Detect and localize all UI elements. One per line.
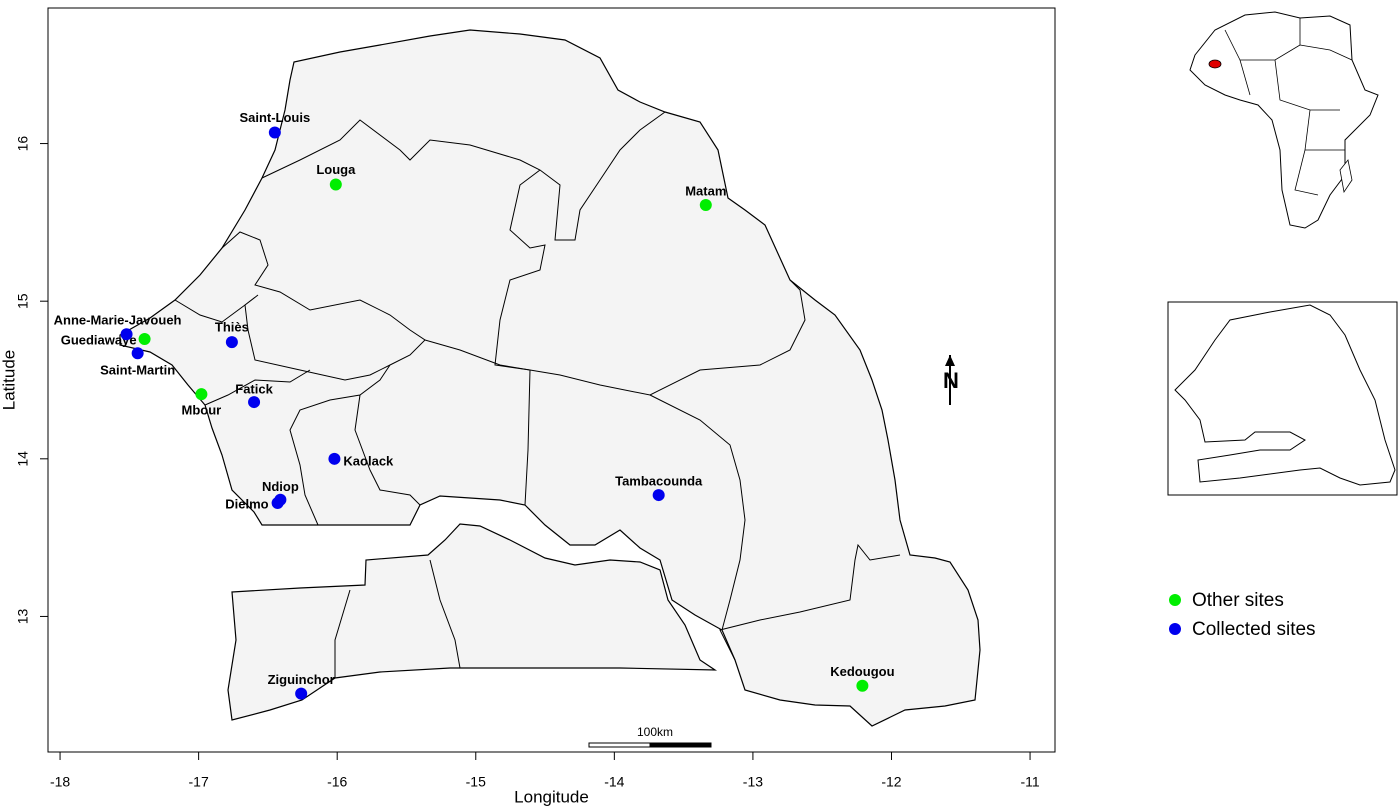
region-border [334, 559, 461, 678]
senegal-inset [1167, 301, 1398, 496]
madagascar [1339, 159, 1353, 194]
northern-senegal [119, 29, 981, 727]
site-label: Matam [685, 183, 726, 198]
north-arrow-head [945, 355, 955, 366]
north-arrow: N [943, 355, 959, 405]
x-tick-label: -17 [189, 774, 209, 790]
africa-borders [1224, 18, 1353, 196]
site-point [225, 336, 238, 349]
site-label: Saint-Louis [239, 110, 310, 125]
x-tick-label: -16 [327, 774, 347, 790]
site-label: Ndiop [262, 479, 299, 494]
site-point [268, 126, 281, 139]
y-tick-label: 16 [15, 136, 31, 152]
x-tick-label: -18 [50, 774, 70, 790]
y-axis-title: Latitude [0, 350, 18, 411]
africa-inset [1189, 11, 1379, 229]
scale-bar-black [649, 742, 712, 748]
region-border [221, 231, 426, 381]
x-tick-label: -15 [466, 774, 486, 790]
site-point [248, 396, 261, 409]
x-tick-label: -11 [1020, 774, 1039, 790]
site-label: Saint-Martin [100, 363, 175, 378]
region-border [261, 111, 666, 241]
y-tick-label: 15 [15, 293, 31, 309]
region-border [289, 339, 531, 526]
legend-marker [1169, 623, 1181, 635]
site-label: Kedougou [830, 664, 894, 679]
y-tick-label: 14 [15, 451, 31, 467]
site-label: Kaolack [343, 453, 394, 468]
site-label: Ziguinchor [268, 672, 335, 687]
site-label: Anne-Marie-Javoueh [54, 313, 182, 328]
africa-outline [1189, 11, 1379, 229]
scale-bar-white [588, 742, 651, 748]
site-point [271, 496, 284, 509]
x-tick-label: -13 [743, 774, 763, 790]
site-label: Dielmo [225, 496, 268, 511]
site-point [652, 489, 665, 502]
site-label: Thiès [215, 320, 249, 335]
legend-label: Collected sites [1192, 619, 1316, 640]
legend-label: Other sites [1192, 590, 1284, 611]
scale-bar: 100km [588, 725, 712, 748]
region-border [174, 299, 311, 406]
site-label: Louga [316, 162, 356, 177]
legend-marker [1169, 594, 1181, 606]
site-point [328, 452, 341, 465]
y-tick-label: 13 [15, 608, 31, 624]
region-border [649, 394, 901, 661]
inset-frame [1167, 301, 1398, 496]
site-label: Tambacounda [615, 474, 703, 489]
casamance [227, 523, 718, 721]
north-label: N [943, 368, 959, 393]
site-label: Mbour [182, 403, 222, 418]
site-label: Fatick [235, 382, 273, 397]
x-tick-label: -12 [881, 774, 901, 790]
senegal-map [119, 29, 981, 727]
x-axis-title: Longitude [514, 787, 589, 806]
scale-label: 100km [637, 725, 673, 739]
site-point [138, 333, 151, 346]
site-point [856, 679, 869, 692]
senegal-highlight [1208, 59, 1222, 69]
senegal-inset-outline [1174, 304, 1396, 486]
site-point [120, 328, 133, 341]
site-point [699, 199, 712, 212]
site-point [329, 178, 342, 191]
x-tick-label: -14 [604, 774, 624, 790]
site-point [195, 388, 208, 401]
plot-frame [47, 7, 1056, 753]
site-point [295, 687, 308, 700]
site-point [131, 347, 144, 360]
site-label: Guediawaye [61, 332, 137, 347]
